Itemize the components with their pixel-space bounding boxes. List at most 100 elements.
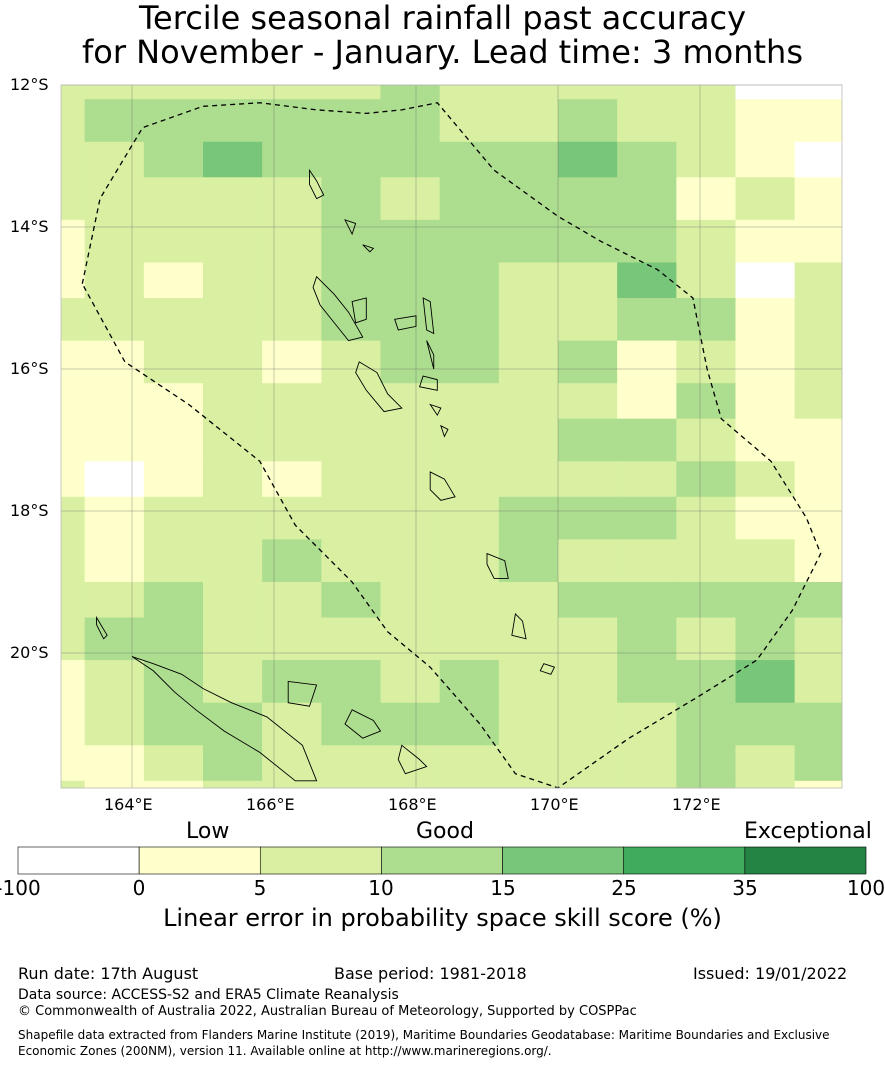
grid-cell <box>61 418 86 462</box>
grid-cell <box>676 780 736 789</box>
island-outline <box>440 424 449 438</box>
island-outline <box>486 552 509 579</box>
grid-cell <box>321 141 381 178</box>
grid-cell <box>262 298 322 342</box>
grid-cell <box>61 85 86 100</box>
grid-cell <box>735 702 796 746</box>
grid-cell <box>617 418 677 462</box>
grid-cell <box>380 340 441 384</box>
grid-cell <box>143 298 204 342</box>
grid-cell <box>617 262 677 299</box>
grid-cell <box>558 177 618 221</box>
colorbar <box>17 846 867 875</box>
grid-cell <box>143 617 204 661</box>
grid-cell <box>676 461 736 498</box>
lon-label-172e: 172°E <box>672 795 721 814</box>
grid-cell <box>439 780 500 789</box>
grid-cell <box>558 141 618 178</box>
base-period: Base period: 1981-2018 <box>334 964 527 983</box>
grid-cell <box>203 702 263 746</box>
grid-cell <box>794 496 843 540</box>
grid-cell <box>735 660 796 704</box>
shapefile-credit-line-1: Shapefile data extracted from Flanders M… <box>18 1028 830 1042</box>
grid-cell <box>262 702 322 746</box>
grid-cell <box>321 745 381 782</box>
colorbar-tick: 25 <box>611 876 637 900</box>
island-outline <box>287 680 318 707</box>
lon-label-170e: 170°E <box>530 795 579 814</box>
grid-cell <box>61 617 86 661</box>
grid-cell <box>203 496 263 540</box>
island-outline <box>351 297 367 324</box>
grid-cell <box>794 582 843 618</box>
grid-cell <box>321 298 381 342</box>
grid-cell <box>498 340 559 384</box>
grid-cell <box>676 418 736 462</box>
grid-cell <box>321 660 381 704</box>
grid-cell <box>617 340 677 384</box>
grid-cell <box>380 99 441 143</box>
copyright: © Commonwealth of Australia 2022, Austra… <box>18 1004 637 1019</box>
grid-cell <box>84 418 145 462</box>
grid-cell <box>262 99 322 143</box>
grid-cell <box>84 461 145 498</box>
colorbar-segment <box>138 846 261 875</box>
grid-cell <box>794 702 843 746</box>
grid-cell <box>143 141 204 178</box>
grid-cell <box>617 177 677 221</box>
island-outline <box>344 709 382 739</box>
grid-cell <box>794 219 843 263</box>
grid-cell <box>498 219 559 263</box>
island-outline <box>429 471 456 501</box>
grid-cell <box>498 461 559 498</box>
grid-cell <box>676 383 736 420</box>
grid-cell <box>262 85 322 100</box>
grid-cell <box>262 780 322 789</box>
grid-cell <box>84 383 145 420</box>
grid-cell <box>617 298 677 342</box>
grid-cell <box>61 99 86 143</box>
grid-cell <box>794 177 843 221</box>
grid-cell <box>61 298 86 342</box>
grid-cell <box>439 177 500 221</box>
grid-cell <box>380 496 441 540</box>
grid-cell <box>735 177 796 221</box>
grid-cell <box>380 539 441 583</box>
grid-cell <box>262 340 322 384</box>
grid-cell <box>262 219 322 263</box>
colorbar-tick: -100 <box>0 876 41 900</box>
grid-cell <box>794 298 843 342</box>
grid-cell <box>203 219 263 263</box>
grid-cell <box>61 262 86 299</box>
grid-cell <box>735 383 796 420</box>
grid-cell <box>558 298 618 342</box>
lat-label-18s: 18°S <box>10 501 49 520</box>
grid-cell <box>321 99 381 143</box>
colorbar-segment <box>502 846 625 875</box>
grid-cell <box>143 461 204 498</box>
grid-cell <box>84 99 145 143</box>
grid-cell <box>61 702 86 746</box>
grid-cell <box>617 660 677 704</box>
grid-cell <box>676 617 736 661</box>
grid-cell <box>84 617 145 661</box>
grid-cell <box>498 177 559 221</box>
grid-cell <box>735 582 796 618</box>
grid-cell <box>439 582 500 618</box>
grid-cell <box>439 141 500 178</box>
grid-cell <box>794 141 843 178</box>
colorbar-segment <box>259 846 382 875</box>
colorbar-title: Linear error in probability space skill … <box>163 904 722 932</box>
grid-cell <box>735 298 796 342</box>
grid-cell <box>203 617 263 661</box>
grid-cell <box>143 177 204 221</box>
legend-low-label: Low <box>186 819 230 844</box>
grid-cell <box>380 219 441 263</box>
island-outline <box>355 361 403 413</box>
grid-cell <box>735 461 796 498</box>
grid-cell <box>558 262 618 299</box>
grid-cell <box>617 582 677 618</box>
grid-cell <box>498 298 559 342</box>
grid-cell <box>262 582 322 618</box>
grid-cell <box>84 85 145 100</box>
